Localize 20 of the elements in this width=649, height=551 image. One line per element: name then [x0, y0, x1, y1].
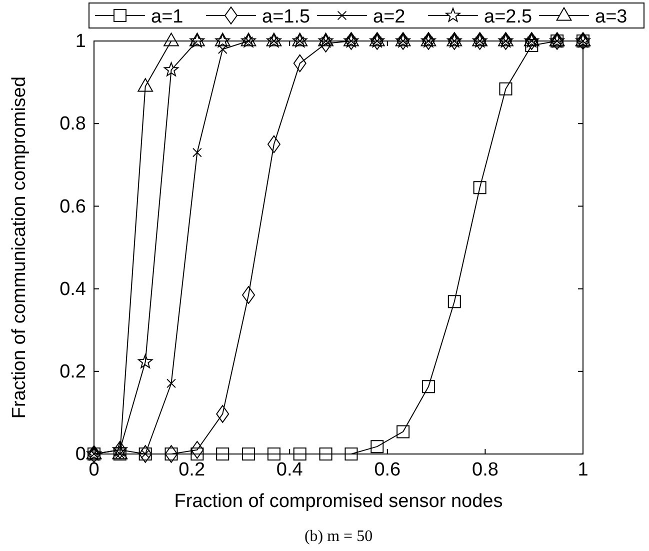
x-tick-label: 0.8	[472, 459, 498, 480]
x-tick-label: 0.2	[178, 459, 206, 480]
y-tick-label: 0.8	[60, 114, 86, 135]
y-tick-label: 1	[75, 31, 86, 52]
y-tick-label: 0.2	[60, 361, 86, 382]
y-axis-title: Fraction of communication compromised	[9, 76, 30, 419]
x-tick-label: 0	[88, 459, 100, 480]
legend-label: a=1	[151, 6, 184, 28]
legend-label: a=1.5	[262, 6, 310, 28]
legend-label: a=3	[595, 6, 628, 28]
y-tick-label: 0.4	[60, 278, 86, 300]
y-tick-label: 0.6	[60, 196, 86, 218]
x-tick-label: 1	[578, 459, 588, 480]
text: (b) m = 50	[304, 528, 373, 545]
x-tick-label: 0.6	[374, 459, 401, 480]
y-tick-label: 0	[75, 444, 86, 466]
legend-label: a=2	[373, 6, 406, 28]
legend-label: a=2.5	[484, 6, 532, 28]
x-tick-label: 0.4	[276, 459, 304, 480]
x-axis-title: Fraction of compromised sensor nodes	[174, 491, 503, 512]
